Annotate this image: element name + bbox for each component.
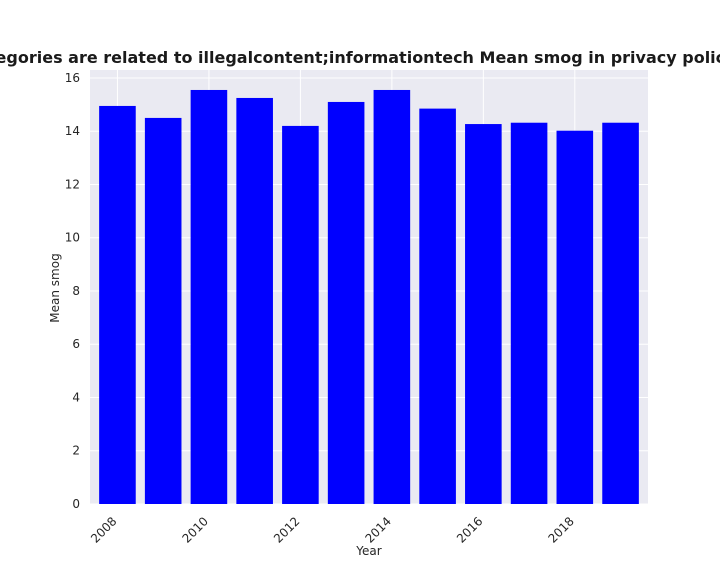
y-tick-label: 12 bbox=[65, 177, 80, 191]
x-tick-labels: 2008 2010 2012 2014 2016 2018 bbox=[88, 514, 577, 545]
x-tick-label: 2012 bbox=[271, 514, 302, 545]
bar-2011 bbox=[236, 97, 273, 504]
x-axis-label: Year bbox=[355, 544, 381, 558]
y-tick-label: 0 bbox=[72, 497, 80, 511]
y-axis-label: Mean smog bbox=[48, 253, 62, 322]
bar-2010 bbox=[190, 89, 228, 504]
x-tick-label: 2014 bbox=[362, 514, 393, 545]
x-tick-label: 2008 bbox=[88, 514, 119, 545]
bar-2015 bbox=[419, 108, 456, 504]
bar-2013 bbox=[327, 101, 365, 504]
y-tick-labels: 0 2 4 6 8 10 12 14 16 bbox=[65, 71, 80, 511]
bar-2009 bbox=[144, 117, 182, 504]
chart-title: hen categories are related to illegalcon… bbox=[0, 48, 720, 67]
y-tick-label: 2 bbox=[72, 444, 80, 458]
bar-2016 bbox=[465, 124, 502, 505]
bar-2017 bbox=[510, 122, 548, 504]
bar-2008 bbox=[99, 105, 136, 504]
y-tick-label: 10 bbox=[65, 231, 80, 245]
x-tick-label: 2018 bbox=[545, 514, 576, 545]
plot-background bbox=[90, 70, 648, 504]
bar-2019 bbox=[602, 122, 639, 504]
y-tick-label: 14 bbox=[65, 124, 80, 138]
bar-2012 bbox=[282, 125, 319, 504]
bars bbox=[99, 89, 639, 505]
bar-2014 bbox=[373, 89, 411, 504]
y-tick-label: 8 bbox=[72, 284, 80, 298]
y-tick-label: 6 bbox=[72, 337, 80, 351]
x-tick-label: 2016 bbox=[454, 514, 485, 545]
y-tick-label: 4 bbox=[72, 390, 80, 404]
bar-2018 bbox=[556, 130, 594, 505]
y-tick-label: 16 bbox=[65, 71, 80, 85]
x-tick-label: 2010 bbox=[180, 514, 211, 545]
